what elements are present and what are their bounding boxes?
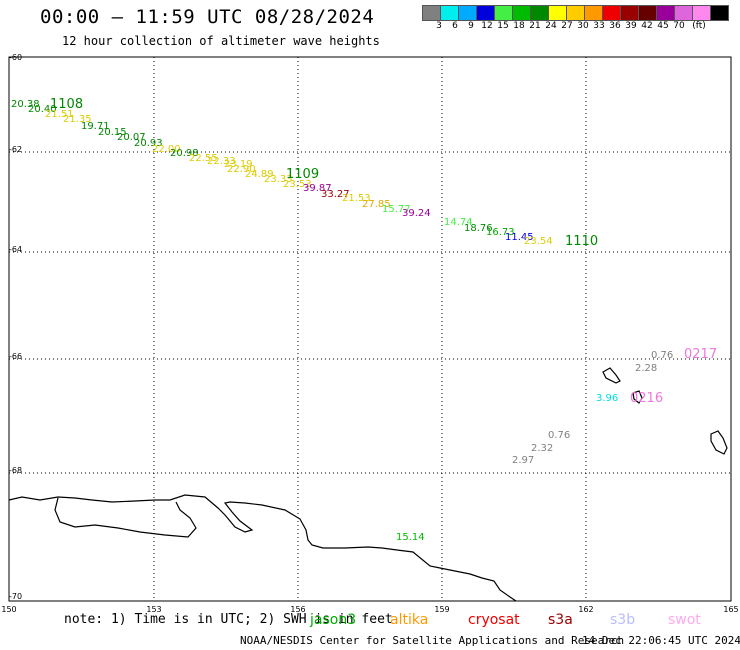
wave-height-label: 15.77: [382, 204, 411, 215]
wave-height-label: 22.55: [189, 153, 218, 164]
map-grid: [9, 57, 731, 601]
antarctic-coastline: [8, 494, 517, 602]
legend-label-12: 12: [481, 21, 493, 31]
legend-label-18: 18: [513, 21, 525, 31]
wave-height-label: 23.33: [264, 174, 293, 185]
wave-height-label: 0.76: [651, 350, 673, 361]
ice-island-1: [602, 367, 621, 384]
wave-height-label: 11.45: [505, 232, 534, 243]
satellite-altika: altika: [390, 612, 429, 628]
legend-label-24: 24: [545, 21, 557, 31]
satellite-cryosat: cryosat: [468, 612, 520, 628]
wave-height-label: 21.53: [342, 193, 371, 204]
x-tick-label: 153: [146, 605, 161, 614]
map-frame: [8, 56, 732, 602]
legend-label-45: 45: [657, 21, 669, 31]
wave-height-label: 23.53: [283, 179, 312, 190]
ice-island-3: [710, 430, 728, 455]
legend-label-70: 70: [673, 21, 685, 31]
wave-height-label: 21.51: [45, 109, 74, 120]
legend-color-bar: [422, 5, 729, 21]
coastline-inlet: [54, 497, 197, 538]
y-tick-label: -66: [9, 352, 22, 361]
pass-id-label: 1108: [50, 97, 83, 112]
wave-height-readings: 20.38 20.40 21.51 21.35 19.71 20.15 20.0…: [11, 99, 673, 543]
legend-swatch-16: [710, 5, 729, 21]
y-tick-label: -68: [9, 466, 22, 475]
wave-height-label: 39.24: [402, 208, 431, 219]
wave-height-label: 20.98: [170, 148, 199, 159]
wave-height-label: 2.32: [531, 443, 553, 454]
wave-height-label: 20.07: [117, 132, 146, 143]
pass-labels: 1108 1109 1110 0216 0217: [50, 97, 717, 406]
pass-id-label: 1109: [286, 167, 319, 182]
x-tick-label: 156: [290, 605, 305, 614]
wave-height-label: 19.71: [81, 121, 110, 132]
y-tick-label: -64: [9, 245, 22, 254]
satellite-s3a: s3a: [548, 612, 573, 628]
wave-height-label: 2.28: [635, 363, 657, 374]
y-tick-label: -62: [9, 145, 22, 154]
wave-height-label: 27.85: [362, 199, 391, 210]
wave-height-label: 2.97: [512, 455, 534, 466]
wave-height-label: 16.73: [486, 227, 515, 238]
legend-label-21: 21: [529, 21, 541, 31]
legend-unit: (ft): [692, 21, 706, 31]
satellite-s3b: s3b: [610, 612, 636, 628]
wave-height-label: 0.76: [548, 430, 570, 441]
satellite-swot: swot: [668, 612, 701, 628]
legend-label-39: 39: [625, 21, 637, 31]
wave-height-label: 23.19: [224, 159, 253, 170]
wave-height-label: 20.15: [98, 127, 127, 138]
page-title: 00:00 – 11:59 UTC 08/28/2024: [40, 6, 375, 28]
y-tick-label: -70: [9, 592, 22, 601]
legend-label-6: 6: [452, 21, 458, 31]
legend-label-33: 33: [593, 21, 605, 31]
wave-height-label: 20.38: [11, 99, 40, 110]
legend-label-3: 3: [436, 21, 442, 31]
wave-height-label: 21.35: [63, 114, 92, 125]
y-tick-label: -60: [9, 53, 22, 62]
pass-id-label: 1110: [565, 234, 598, 249]
satellite-jason3: jason3: [310, 612, 357, 628]
legend-label-42: 42: [641, 21, 653, 31]
page-subtitle: 12 hour collection of altimeter wave hei…: [62, 34, 380, 48]
wave-height-label: 24.89: [245, 169, 274, 180]
pass-id-label: 0217: [684, 347, 717, 362]
wave-height-label: 20.93: [134, 138, 163, 149]
wave-height-label: 23.54: [524, 236, 553, 247]
wave-height-label: 22.90: [227, 164, 256, 175]
legend-label-30: 30: [577, 21, 589, 31]
generated-timestamp: 14 Dec 22:06:45 UTC 2024: [582, 634, 740, 647]
wave-height-label: 18.76: [464, 223, 493, 234]
legend-label-9: 9: [468, 21, 474, 31]
legend-label-36: 36: [609, 21, 621, 31]
legend-label-27: 27: [561, 21, 573, 31]
x-tick-label: 165: [723, 605, 738, 614]
pass-id-label: 0216: [630, 391, 663, 406]
x-tick-label: 150: [1, 605, 16, 614]
ice-island-2: [632, 390, 643, 404]
axis-labels: -60 -62 -64 -66 -68 -70 150 153 156 159 …: [1, 53, 738, 614]
wave-height-label: 39.87: [303, 183, 332, 194]
legend-label-15: 15: [497, 21, 509, 31]
x-tick-label: 159: [434, 605, 449, 614]
wave-height-label: 22.33: [207, 156, 236, 167]
footnote: note: 1) Time is in UTC; 2) SWH is in fe…: [64, 612, 393, 627]
wave-height-label: 22.00: [152, 144, 181, 155]
credit-line: NOAA/NESDIS Center for Satellite Applica…: [240, 634, 625, 647]
wave-height-label: 3.96: [596, 393, 618, 404]
x-tick-label: 162: [578, 605, 593, 614]
wave-height-label: 20.40: [28, 104, 57, 115]
wave-height-label: 15.14: [396, 532, 425, 543]
wave-height-label: 14.74: [444, 217, 473, 228]
wave-height-label: 33.27: [321, 189, 350, 200]
